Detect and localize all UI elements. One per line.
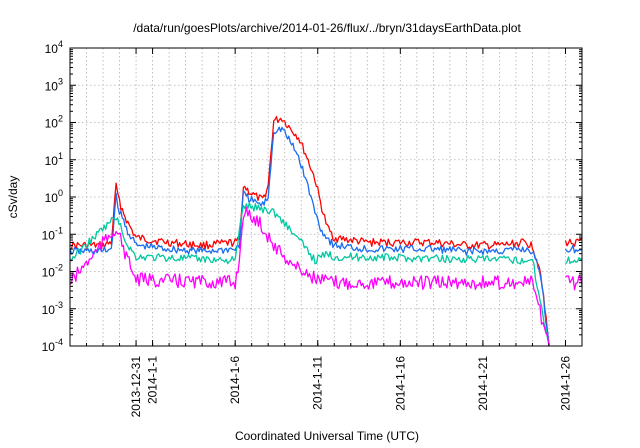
y-tick-label: 104 [45, 39, 63, 56]
grid [70, 48, 582, 346]
x-tick-label: 2014-1-16 [393, 356, 407, 411]
y-tick-label: 10-4 [42, 337, 63, 354]
y-tick-label: 100 [45, 188, 63, 205]
x-axis: 2013-12-31 2014-1-1 2014-1-6 2014-1-11 2014-… [86, 48, 572, 418]
x-tick-label: 2014-1-11 [311, 356, 325, 410]
y-tick-label: 10-3 [42, 300, 63, 317]
y-axis-label: cSv/day [6, 176, 20, 219]
x-tick-label: 2014-1-6 [228, 356, 242, 404]
series-line-3 [69, 201, 550, 345]
series-line-4 [69, 206, 550, 347]
y-tick-label: 10-2 [42, 263, 63, 280]
chart-title: /data/run/goesPlots/archive/2014-01-26/f… [133, 21, 521, 35]
y-axis: 10-4 10-3 10-2 10-1 100 101 102 103 104 [42, 39, 582, 354]
x-tick-label: 2013-12-31 [129, 356, 143, 418]
series-line-3-segment-2 [565, 256, 583, 265]
y-tick-label: 102 [45, 114, 63, 131]
y-tick-label: 101 [45, 151, 63, 168]
series-group [69, 115, 583, 347]
series-line-2-segment-2 [564, 244, 583, 254]
x-tick-label: 2014-1-26 [558, 356, 572, 411]
y-tick-label: 103 [45, 76, 63, 93]
x-axis-label: Coordinated Universal Time (UTC) [235, 429, 419, 443]
y-tick-label: 10-1 [42, 225, 63, 242]
series-line-4-segment-2 [565, 275, 583, 291]
series-line-2 [69, 126, 550, 347]
x-tick-label: 2014-1-21 [476, 356, 490, 411]
series-line-1 [69, 115, 550, 345]
x-tick-label: 2014-1-1 [146, 356, 160, 404]
